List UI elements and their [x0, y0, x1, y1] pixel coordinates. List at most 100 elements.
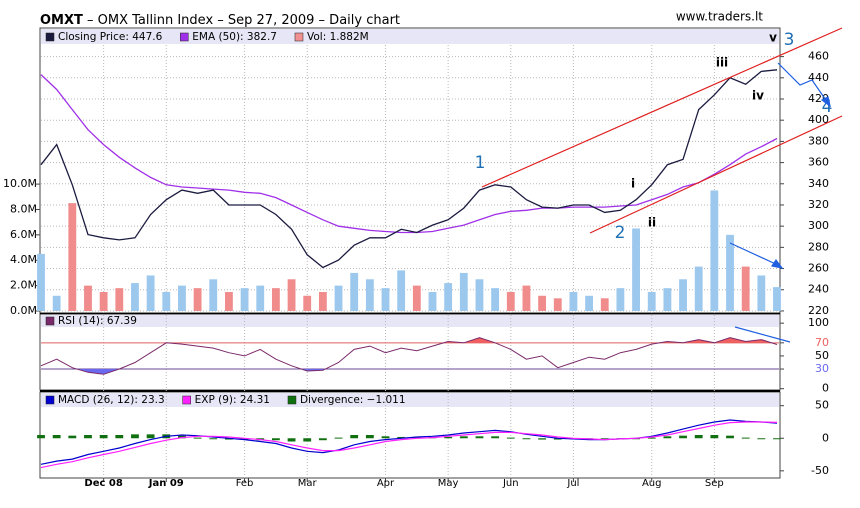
volume-bar — [600, 298, 609, 311]
x-tick-label: Dec 08 — [84, 478, 122, 489]
divergence-bar — [773, 438, 781, 440]
divergence-bar — [757, 438, 766, 440]
volume-bar — [115, 288, 124, 311]
series-line — [40, 419, 778, 465]
volume-bar — [209, 279, 218, 311]
legend-label: EXP (9): 24.31 — [195, 394, 270, 406]
divergence-bar — [679, 435, 687, 439]
arrowhead — [771, 258, 784, 269]
divergence-bar — [303, 438, 312, 442]
legend-bar — [41, 315, 779, 327]
price-panel — [39, 27, 781, 314]
volume-bar — [757, 275, 766, 311]
legend-label: EMA (50): 382.7 — [192, 31, 277, 43]
divergence-bar — [99, 435, 108, 439]
y-tick-label: 0 — [822, 431, 829, 444]
y-tick-label: 50 — [815, 349, 829, 362]
divergence-bar — [381, 436, 390, 439]
annotation: 4 — [822, 97, 833, 117]
series-line — [40, 69, 778, 269]
x-tick-label: Jan 09 — [148, 478, 184, 489]
volume-bar — [225, 291, 233, 311]
volume-bar — [365, 279, 374, 311]
volume-bar — [256, 285, 265, 311]
trend-line — [481, 27, 843, 188]
series-line — [40, 74, 778, 234]
y-tick-label: 6.0M — [10, 228, 37, 241]
y-tick-label: 380 — [808, 134, 829, 147]
legend-swatch — [45, 395, 55, 405]
volume-bar — [663, 288, 672, 311]
legend-label: MACD (26, 12): 23.3 — [58, 394, 165, 406]
x-tick-label: Jul — [566, 478, 579, 489]
y-tick-label: 280 — [808, 240, 829, 253]
divergence-bar — [365, 435, 374, 439]
divergence-bar — [647, 437, 656, 439]
volume-bar — [334, 285, 343, 311]
divergence-bar — [52, 435, 61, 439]
divergence-bar — [209, 438, 218, 440]
y-tick-label: 4.0M — [10, 253, 37, 266]
x-tick-label: Aug — [642, 478, 662, 489]
divergence-bar — [193, 437, 202, 439]
trend-line — [589, 115, 843, 234]
y-tick-label: 30 — [815, 362, 829, 375]
divergence-bar — [741, 437, 750, 439]
divergence-bar — [694, 435, 703, 439]
volume-bar — [397, 270, 406, 311]
volume-bar — [287, 279, 296, 311]
annotation: 3 — [784, 30, 795, 50]
y-tick-label: 2.0M — [10, 279, 37, 292]
series-line — [40, 421, 778, 469]
y-tick-label: 440 — [808, 71, 829, 84]
volume-bar — [303, 295, 312, 311]
arrowhead — [820, 96, 831, 108]
legend-swatch — [182, 395, 191, 405]
y-tick-label: 220 — [808, 304, 829, 317]
volume-bar — [679, 279, 687, 311]
volume-bar — [694, 266, 703, 311]
volume-bar — [726, 234, 734, 311]
volume-bar — [240, 288, 249, 311]
divergence-bar — [37, 435, 45, 439]
plot-layer: Dec 08 Jan 09 Feb Mar Apr May Jun Jul Aug Sep 220 2… — [3, 30, 832, 489]
y-tick-label: 260 — [808, 262, 829, 275]
y-tick-label: 100 — [808, 316, 829, 329]
y-tick-label: 340 — [808, 177, 829, 190]
volume-bar — [444, 283, 453, 311]
volume-bar — [350, 272, 359, 311]
divergence-bar — [444, 436, 453, 439]
volume-bar — [131, 283, 139, 311]
divergence-bar — [710, 435, 719, 439]
divergence-bar — [131, 434, 139, 439]
volume-bar — [412, 285, 421, 311]
volume-bar — [37, 253, 45, 311]
y-tick-label: 0 — [822, 382, 829, 395]
volume-bar — [193, 288, 202, 311]
divergence-bar — [334, 437, 343, 439]
legend-label: Closing Price: 447.6 — [58, 31, 163, 43]
legend-label: Divergence: −1.011 — [300, 394, 406, 406]
price-lines — [40, 69, 778, 269]
divergence-bar — [318, 438, 327, 441]
volume-bar — [178, 285, 186, 311]
divergence-bar — [491, 436, 500, 439]
y-tick-label: 70 — [815, 336, 829, 349]
volume-bar — [381, 288, 390, 311]
divergence-bar — [68, 435, 77, 439]
volume-bar — [522, 285, 531, 311]
divergence-bar — [663, 436, 672, 439]
divergence-bar — [115, 435, 124, 439]
annotation: ii — [648, 216, 656, 230]
annotation: iii — [716, 56, 728, 70]
x-tick-label: Jun — [502, 478, 519, 489]
y-tick-label: 360 — [808, 156, 829, 169]
legend-swatch — [294, 32, 304, 42]
y-tick-label: 400 — [808, 113, 829, 126]
y-tick-label: 50 — [815, 399, 829, 412]
volume-bar — [773, 287, 781, 311]
volume-bar — [553, 298, 562, 311]
legend-bar — [41, 29, 779, 44]
divergence-bar — [538, 438, 547, 440]
legend-swatch — [180, 32, 189, 42]
